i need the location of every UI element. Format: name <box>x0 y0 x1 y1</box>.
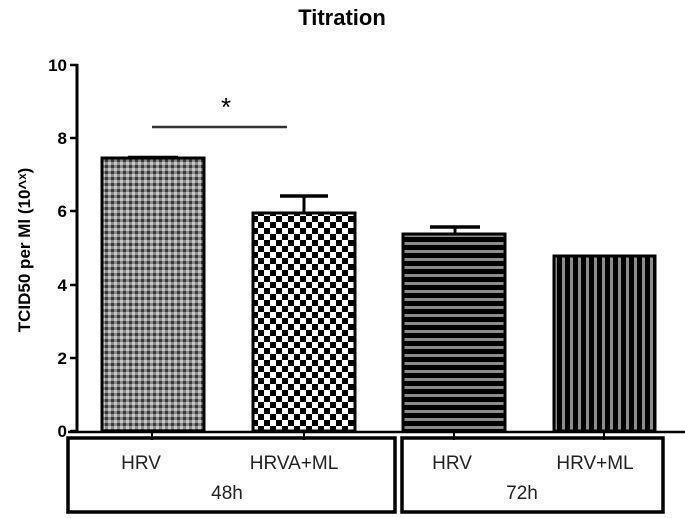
chart-title: Titration <box>298 5 386 30</box>
y-axis-label: TCID50 per Ml (10^ˣ) <box>15 168 34 332</box>
significance-bracket: * <box>152 92 287 129</box>
y-tick-10: 10 <box>48 56 67 75</box>
group-box-48h: HRV HRVA+ML 48h <box>66 436 397 514</box>
significance-asterisk: * <box>221 92 231 122</box>
bar-hrv-72h <box>401 225 507 433</box>
y-axis: 10 8 6 4 2 0 <box>48 56 79 441</box>
bars <box>100 155 657 433</box>
bar-hrv-48h <box>100 155 206 433</box>
group-box-72h: HRV HRV+ML 72h <box>400 436 665 514</box>
bar-hrv-ml-72h <box>552 254 657 433</box>
y-tick-4: 4 <box>58 276 68 295</box>
group-label-72h: 72h <box>506 483 538 504</box>
y-tick-2: 2 <box>58 349 67 368</box>
bar-hrva-ml-48h <box>251 194 357 433</box>
x-label-hrva-ml-48h: HRVA+ML <box>250 453 339 474</box>
x-label-hrv-48h: HRV <box>121 453 161 474</box>
y-tick-8: 8 <box>58 129 67 148</box>
y-tick-6: 6 <box>58 202 67 221</box>
y-tick-0: 0 <box>58 422 67 441</box>
x-label-hrv-72h: HRV <box>432 453 472 474</box>
group-label-48h: 48h <box>211 483 243 504</box>
x-label-hrv-ml-72h: HRV+ML <box>556 453 633 474</box>
